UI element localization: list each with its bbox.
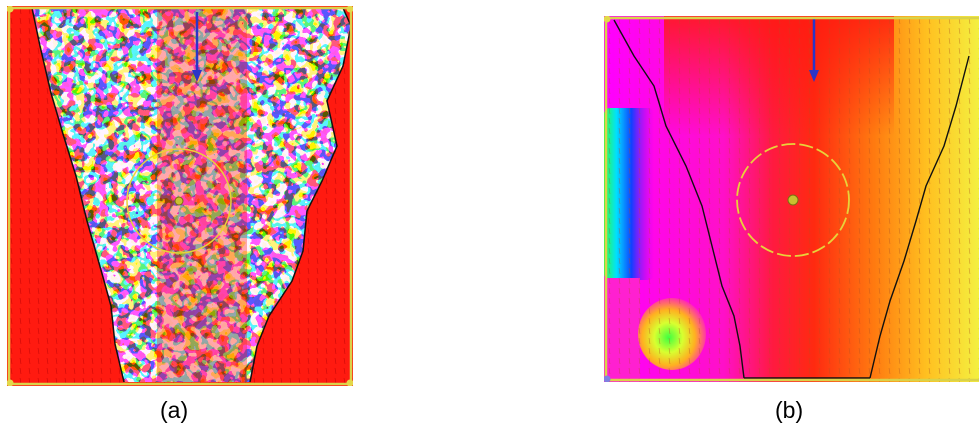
caption-a: (a) — [160, 397, 189, 423]
panel-a-circle — [126, 148, 232, 254]
corner-node — [604, 16, 611, 23]
panel-b-arrowhead — [809, 70, 819, 82]
panel-a-right-boundary — [249, 7, 352, 383]
caption-b: (b) — [775, 397, 804, 423]
panel-b-center-point — [787, 194, 799, 206]
corner-node — [604, 375, 611, 382]
corner-node — [7, 6, 14, 13]
panel-a — [7, 6, 353, 386]
panel-b — [604, 16, 979, 382]
panel-a-figure — [7, 6, 353, 386]
panel-a-left-boundary — [31, 7, 125, 383]
panel-a-arrowhead — [192, 70, 202, 82]
panel-b-figure — [604, 16, 979, 382]
panel-a-frame — [7, 6, 353, 386]
corner-node — [346, 6, 353, 13]
panel-b-right-boundary — [869, 55, 970, 379]
corner-node — [346, 379, 353, 386]
panel-b-left-boundary — [613, 19, 745, 379]
panel-a-center-point — [174, 196, 184, 206]
panel-b-circle — [736, 143, 850, 257]
corner-node — [7, 379, 14, 386]
